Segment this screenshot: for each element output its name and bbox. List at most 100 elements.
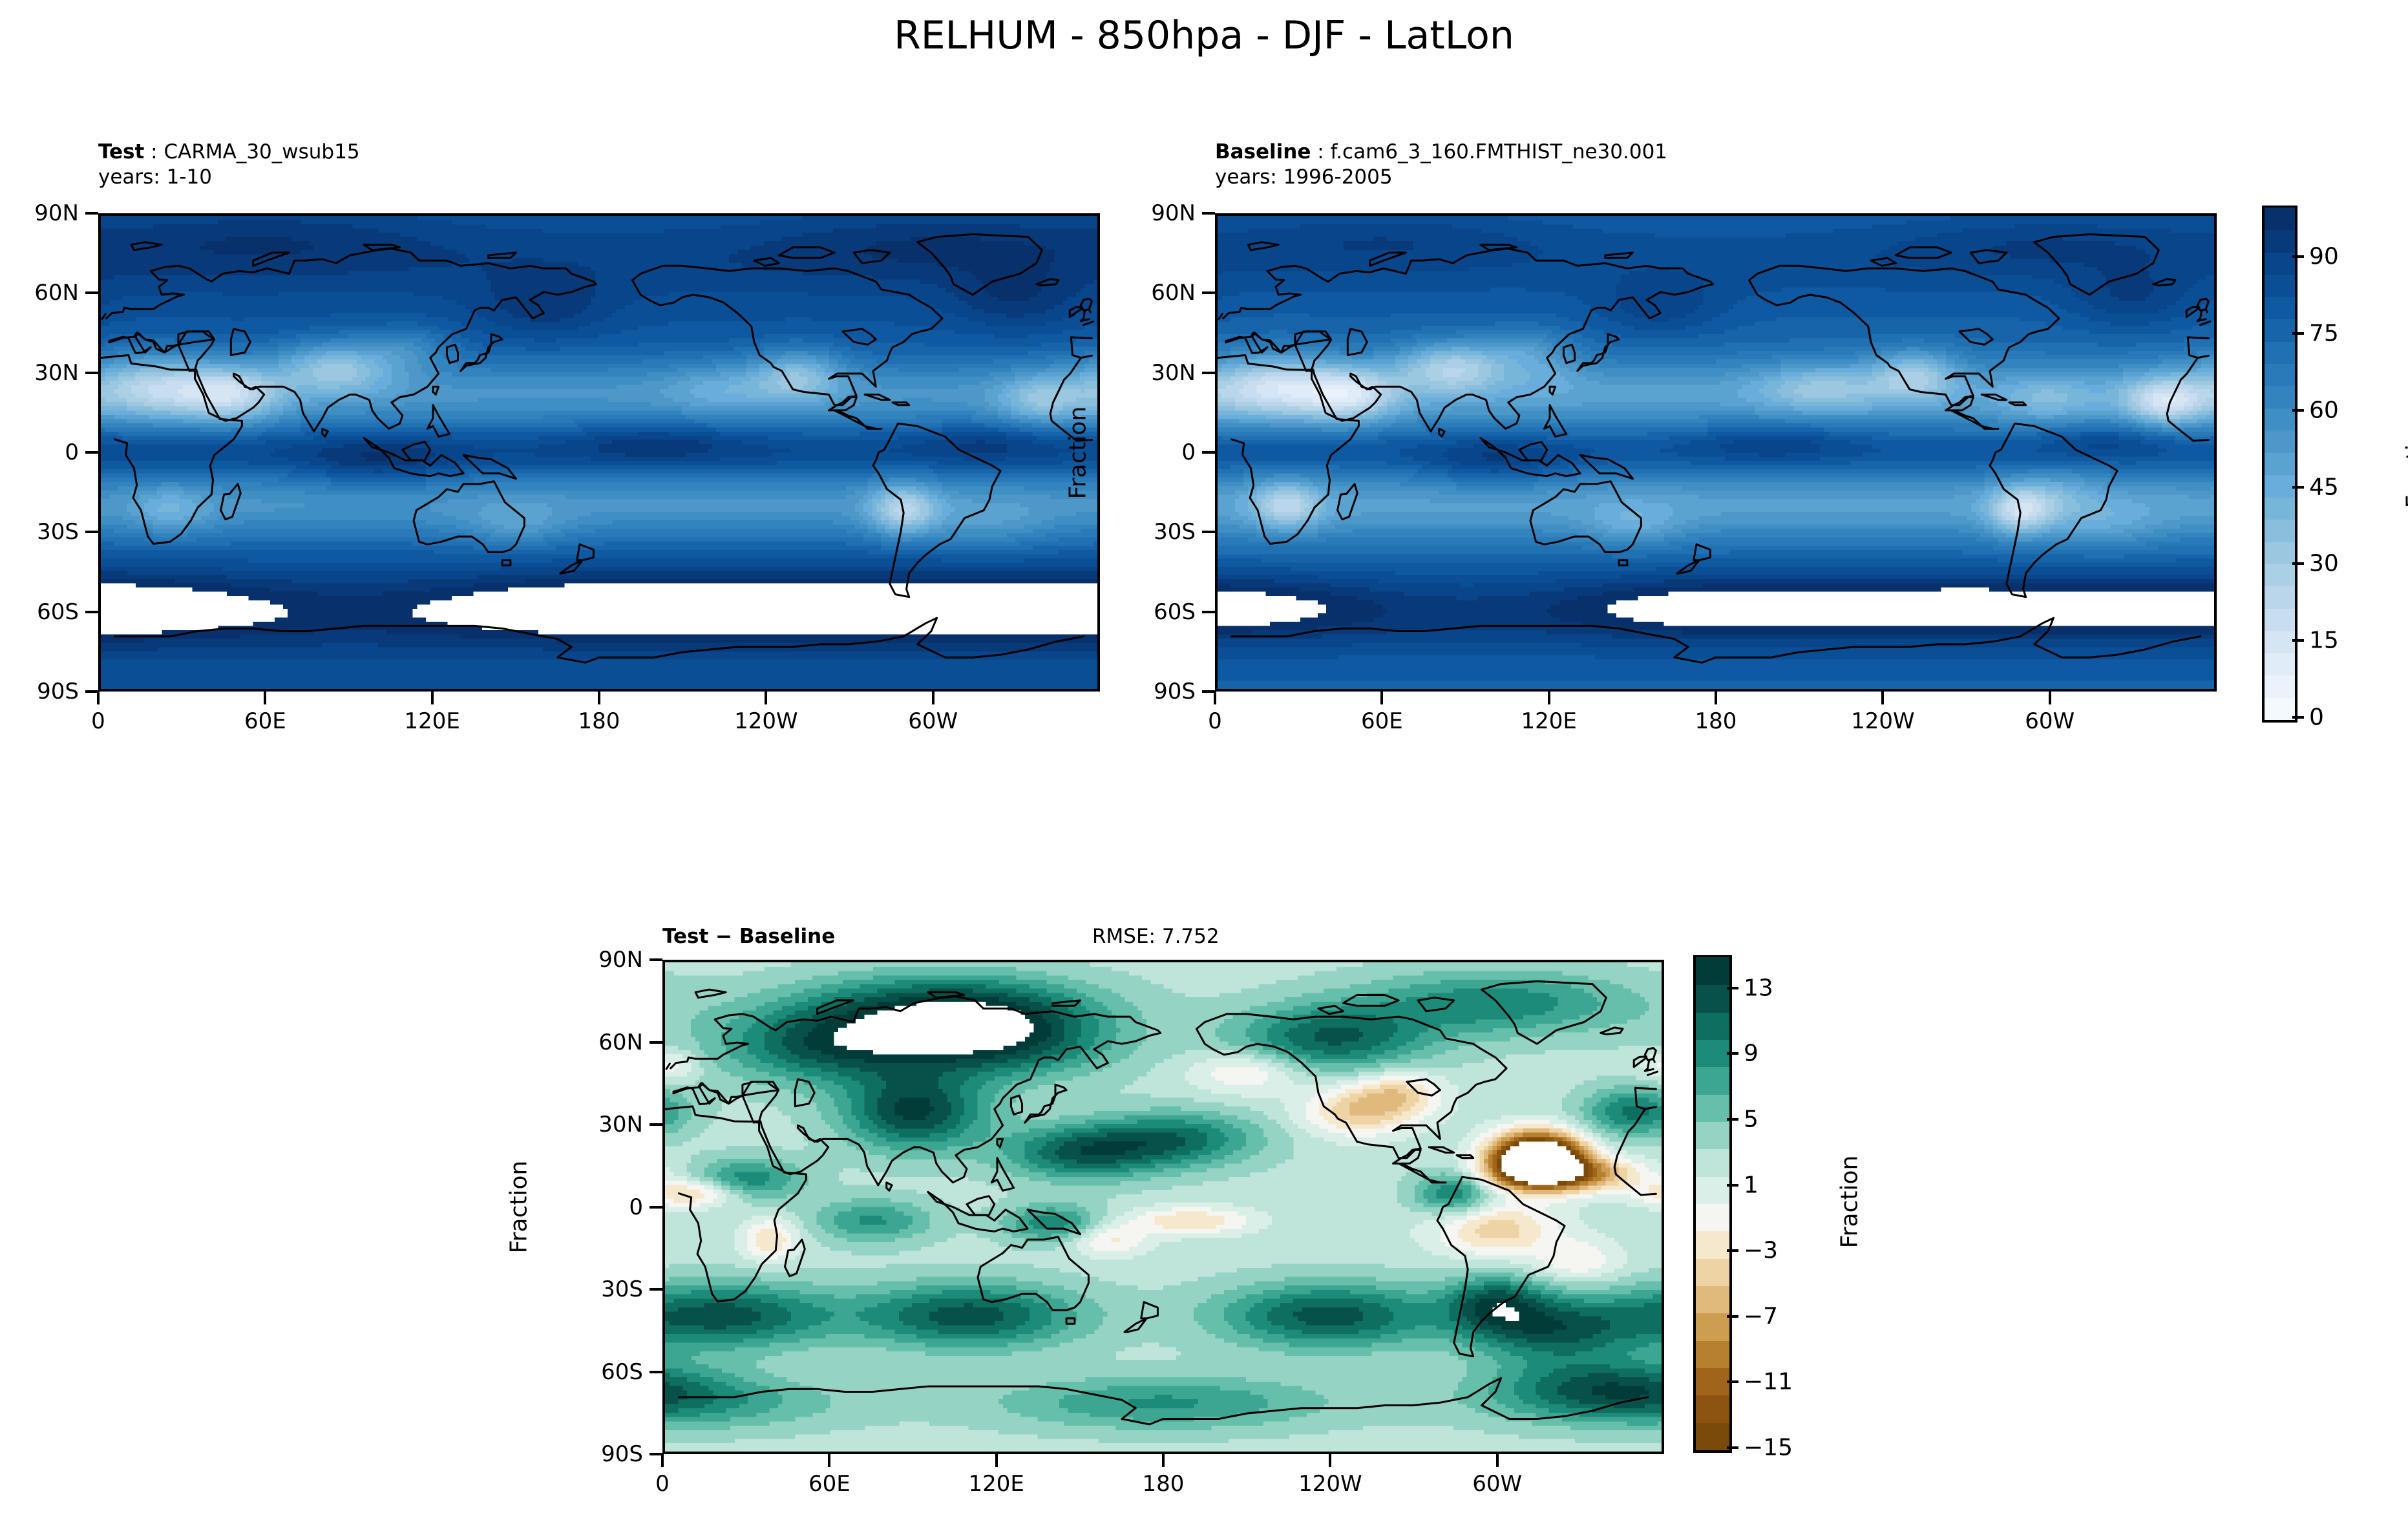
cb-main-band-1: [2265, 675, 2295, 698]
ax-diff-contours: [665, 962, 1662, 1452]
colorbar-difference[interactable]: [1693, 955, 1732, 1453]
coastlines: [101, 233, 1095, 664]
colorbar-main-label: Fraction: [2402, 415, 2408, 508]
map-test-xtickmark-120W: [765, 692, 768, 704]
map-baseline-ylabel-60N: 60N: [1151, 280, 1196, 306]
test-separator: :: [144, 140, 164, 164]
test-years: years: 1-10: [98, 165, 212, 189]
map-difference-xlabel-120W: 120W: [1298, 1471, 1362, 1497]
cb-diff-band-2: [1696, 1368, 1729, 1396]
map-difference-xtickmark-60W: [1495, 1454, 1499, 1467]
map-difference-ytickmark-0: [650, 1205, 662, 1209]
map-baseline-ytickmark-30S: [1202, 531, 1215, 534]
map-test-xlabel-0: 0: [91, 708, 105, 734]
cb-diff-band-6: [1696, 1258, 1729, 1286]
map-difference-xlabel-60W: 60W: [1472, 1471, 1523, 1497]
coastlines: [665, 980, 1659, 1426]
test-role-label: Test: [98, 140, 145, 164]
map-difference-ytickmark-30S: [650, 1288, 662, 1291]
map-difference-ylabel-30S: 30S: [601, 1276, 643, 1302]
test-case-name: CARMA_30_wsub15: [164, 140, 360, 164]
map-baseline-ylabel-90S: 90S: [1154, 679, 1196, 704]
cb-main-tickmark-0: [2292, 255, 2304, 259]
map-test-ylabel-30S: 30S: [37, 519, 79, 545]
map-test-ylabel-60N: 60N: [34, 280, 79, 306]
baseline-years: years: 1996-2005: [1215, 165, 1393, 189]
cb-diff-band-7: [1696, 1231, 1729, 1259]
cb-main-tickmark-1: [2292, 332, 2304, 335]
map-baseline-ylabel-30N: 30N: [1151, 359, 1196, 386]
map-difference[interactable]: [662, 960, 1664, 1454]
map-baseline-xtickmark-120E: [1547, 692, 1550, 704]
cb-main-band-20: [2265, 252, 2295, 275]
cb-main-band-4: [2265, 608, 2295, 631]
map-difference-ylabel-30N: 30N: [598, 1112, 643, 1137]
map-baseline-xtickmark-120W: [1881, 692, 1885, 704]
cb-diff-band-0: [1696, 1422, 1729, 1450]
cb-diff-ticklabel-5: −7: [1744, 1303, 1779, 1330]
cb-main-tickmark-3: [2292, 485, 2304, 489]
baseline-separator: :: [1311, 140, 1331, 164]
cb-diff-ticklabel-0: 13: [1744, 975, 1773, 1002]
cb-diff-band-12: [1696, 1094, 1729, 1122]
coastlines: [1218, 233, 2212, 664]
cb-diff-band-15: [1696, 1011, 1729, 1040]
cb-diff-band-3: [1696, 1340, 1729, 1368]
map-baseline-xlabel-60W: 60W: [2025, 708, 2075, 734]
colorbar-main[interactable]: [2262, 206, 2297, 723]
cb-main-ticklabel-2: 60: [2309, 397, 2339, 424]
cb-main-band-19: [2265, 274, 2295, 297]
map-test-xtickmark-60E: [264, 692, 267, 704]
cb-diff-band-9: [1696, 1176, 1729, 1204]
map-test-ylabel-0: 0: [65, 439, 79, 465]
figure-title: RELHUM - 850hpa - DJF - LatLon: [894, 13, 1514, 58]
baseline-role-label: Baseline: [1215, 140, 1311, 164]
cb-main-band-2: [2265, 652, 2295, 676]
baseline-ylabel: Fraction: [1064, 406, 1092, 499]
map-test-ylabel-60S: 60S: [37, 598, 79, 625]
cb-main-band-13: [2265, 408, 2295, 431]
cb-diff-band-5: [1696, 1285, 1729, 1314]
cb-diff-ticklabel-1: 9: [1744, 1040, 1758, 1067]
baseline-case-name: f.cam6_3_160.FMTHIST_ne30.001: [1330, 140, 1668, 164]
map-difference-ytickmark-60N: [650, 1041, 662, 1044]
map-baseline-xlabel-120W: 120W: [1851, 708, 1915, 734]
cb-main-band-12: [2265, 430, 2295, 453]
cb-main-band-0: [2265, 697, 2295, 720]
cb-main-band-9: [2265, 496, 2295, 520]
map-test-ytickmark-30S: [85, 531, 98, 534]
map-baseline-xlabel-0: 0: [1208, 708, 1222, 734]
cb-main-band-5: [2265, 586, 2295, 609]
map-baseline-xtickmark-180: [1715, 692, 1717, 704]
cb-diff-tickmark-6: [1727, 1380, 1738, 1384]
map-test-xtickmark-60W: [931, 692, 935, 704]
cb-main-ticklabel-4: 30: [2309, 550, 2339, 577]
map-test-ytickmark-30N: [85, 371, 98, 374]
difference-rmse: RMSE: 7.752: [1092, 925, 1220, 948]
map-baseline-ytickmark-30N: [1202, 371, 1215, 374]
map-difference-ytickmark-30N: [650, 1123, 662, 1126]
ax-base-contours: [1218, 216, 2214, 689]
cb-diff-band-14: [1696, 1039, 1729, 1068]
map-baseline-xlabel-180: 180: [1695, 708, 1737, 734]
map-test-xtickmark-120E: [430, 692, 434, 704]
map-test-ylabel-90S: 90S: [37, 679, 79, 704]
map-difference-ytickmark-90N: [650, 958, 662, 961]
map-test-ylabel-90N: 90N: [34, 200, 79, 226]
map-baseline[interactable]: [1215, 213, 2217, 692]
map-difference-ylabel-90N: 90N: [598, 947, 643, 973]
map-difference-xtickmark-120W: [1329, 1454, 1332, 1467]
map-test[interactable]: [98, 213, 1100, 692]
cb-main-band-11: [2265, 452, 2295, 476]
map-test-ytickmark-0: [85, 451, 98, 454]
map-difference-ytickmark-90S: [650, 1453, 662, 1455]
cb-main-band-15: [2265, 363, 2295, 386]
map-baseline-ylabel-90N: 90N: [1151, 200, 1196, 226]
map-baseline-ytickmark-0: [1202, 451, 1215, 454]
cb-main-tickmark-6: [2292, 716, 2304, 719]
cb-diff-band-4: [1696, 1313, 1729, 1341]
map-test-xlabel-120W: 120W: [734, 708, 798, 734]
cb-main-ticklabel-5: 15: [2309, 627, 2339, 654]
cb-diff-band-1: [1696, 1395, 1729, 1423]
